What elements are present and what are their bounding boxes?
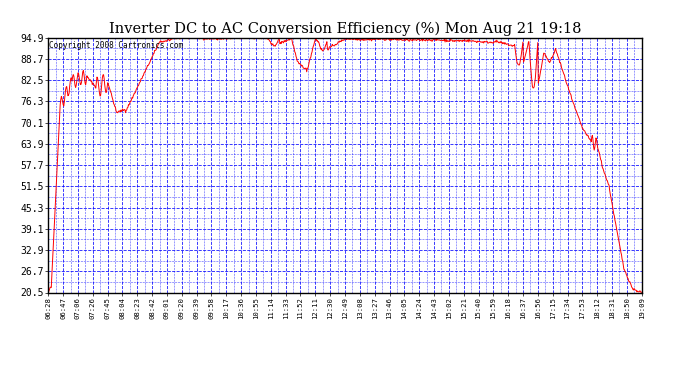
Title: Inverter DC to AC Conversion Efficiency (%) Mon Aug 21 19:18: Inverter DC to AC Conversion Efficiency … — [109, 22, 581, 36]
Text: Copyright 2008 Cartronics.com: Copyright 2008 Cartronics.com — [50, 41, 184, 50]
